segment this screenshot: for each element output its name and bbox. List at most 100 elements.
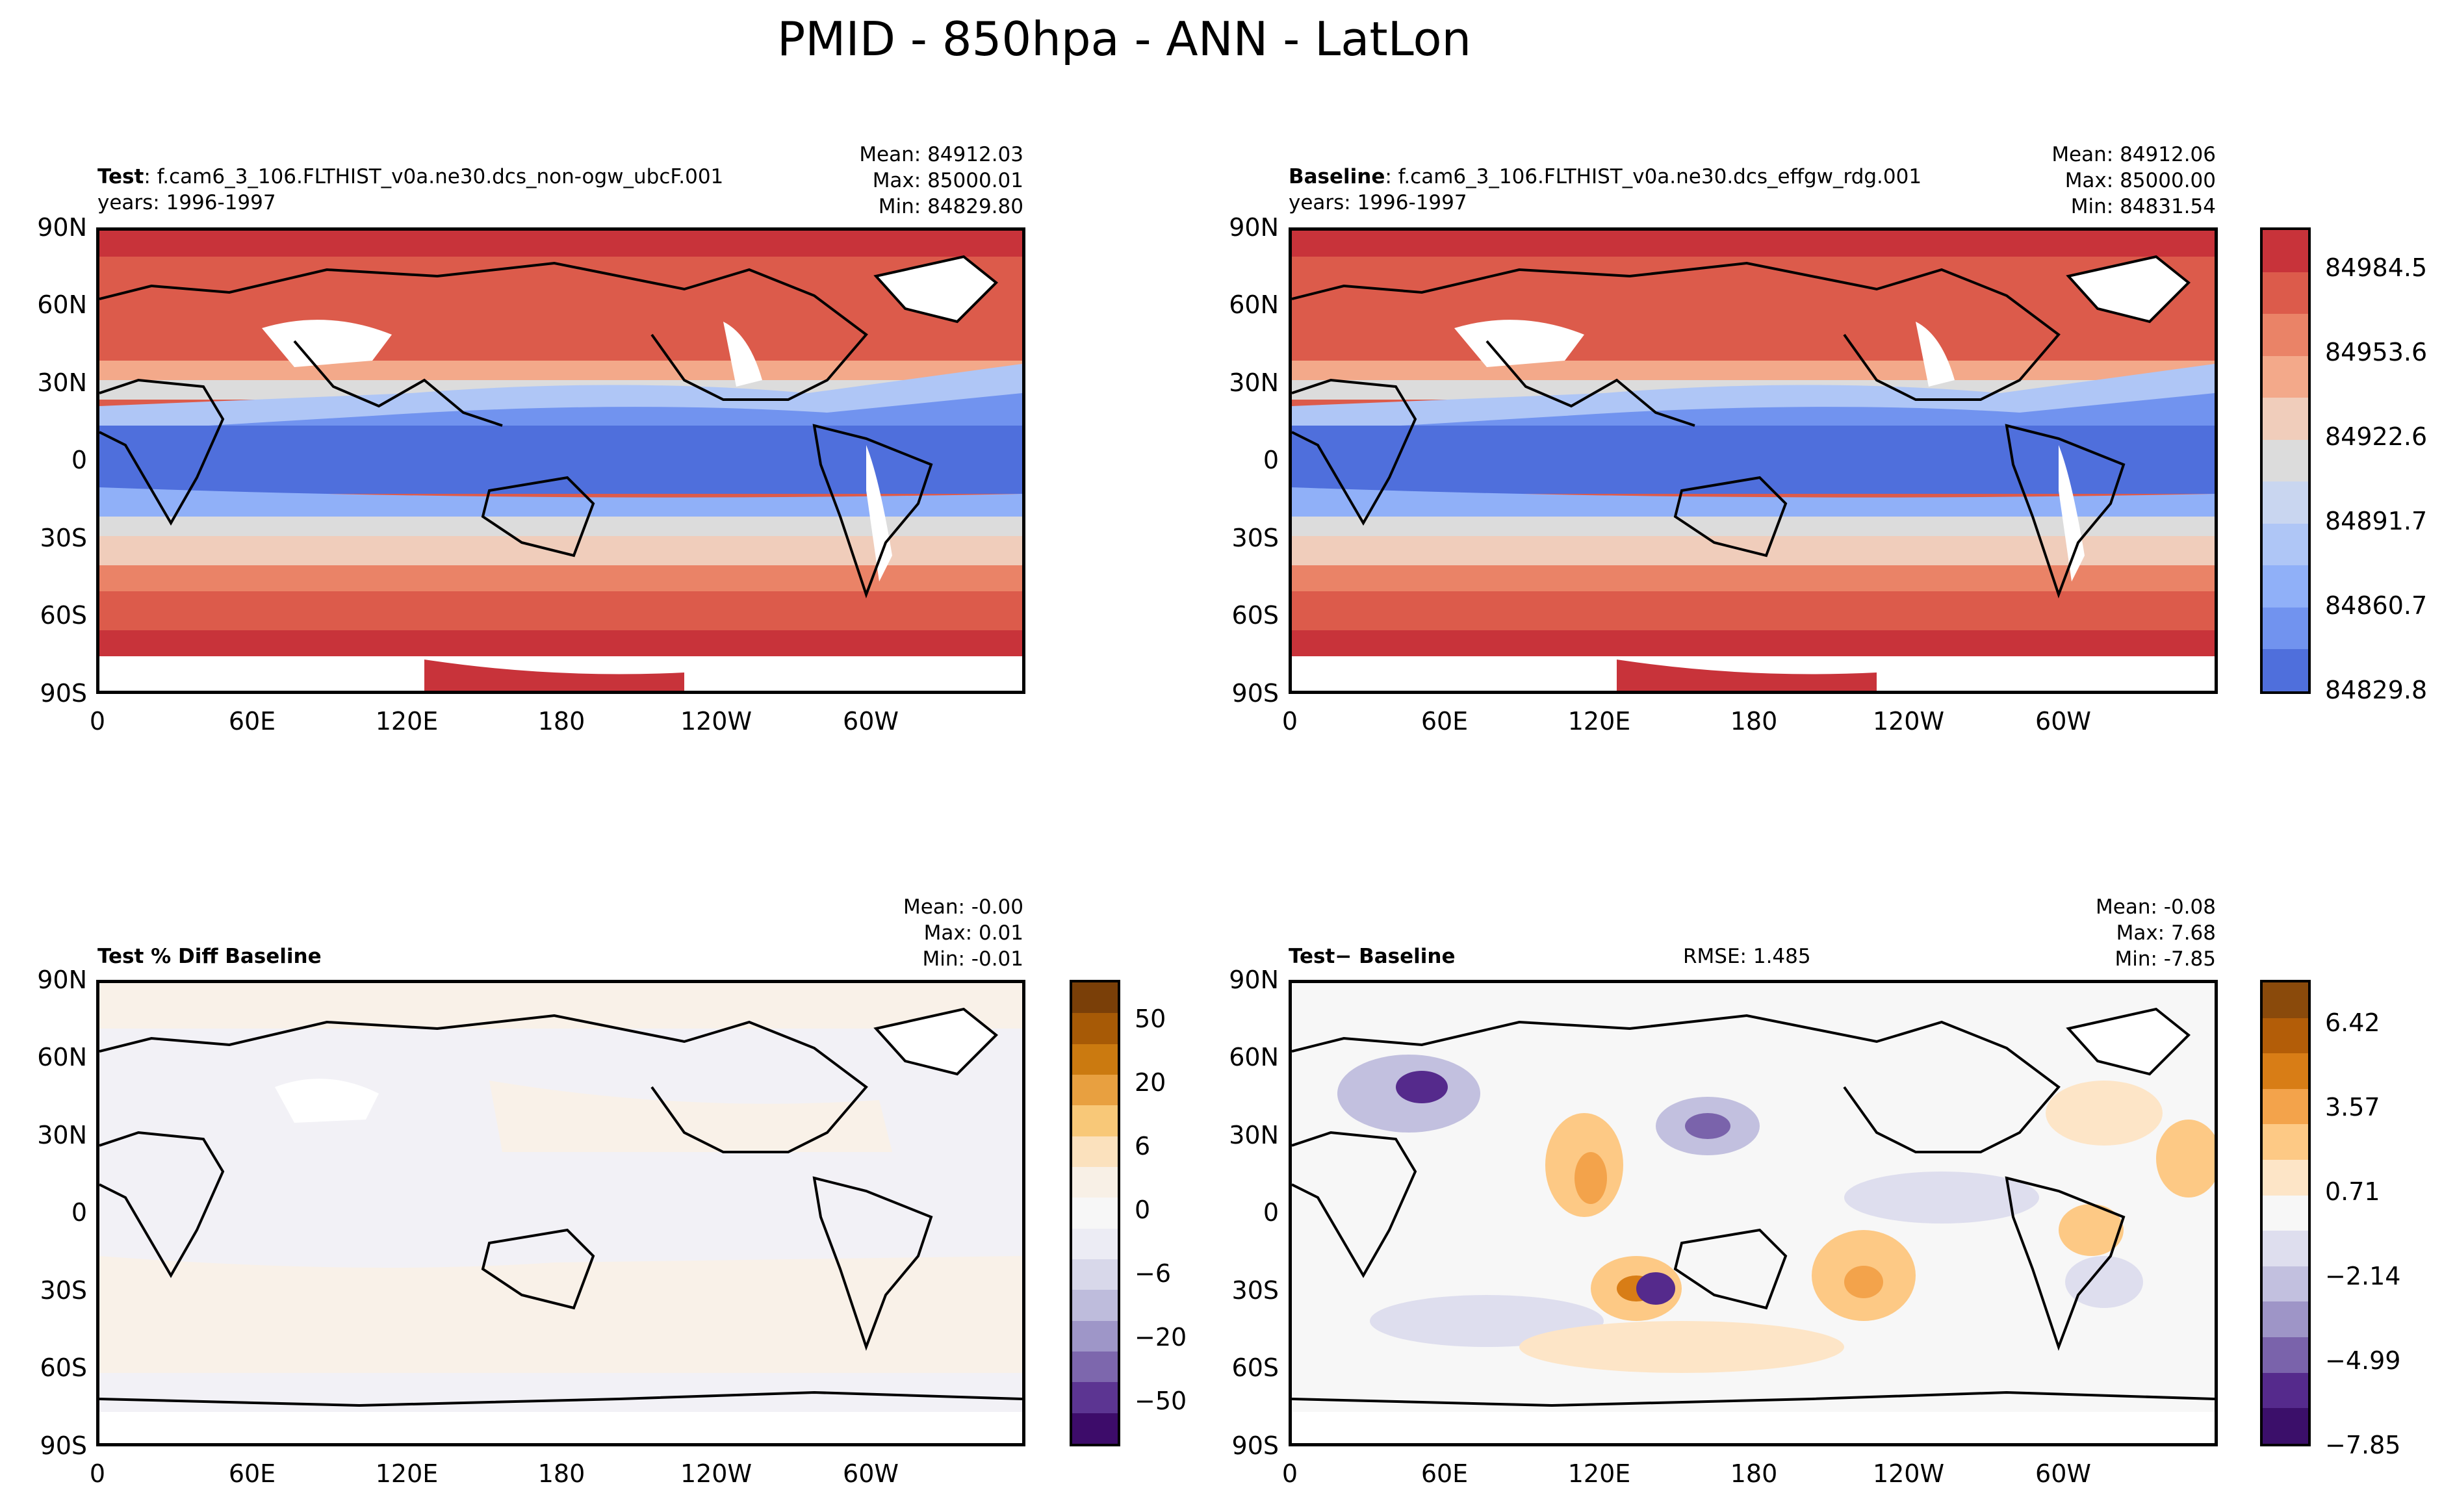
- main-colorbar-label-4: 84860.7: [2325, 591, 2428, 620]
- panel-pct-diff-xtick-1: 60E: [228, 1459, 276, 1488]
- panel-abs-diff-xtick-3: 180: [1730, 1459, 1778, 1488]
- pct-colorbar-band: [1072, 1198, 1118, 1229]
- panel-baseline-xtick-1: 60E: [1420, 707, 1469, 736]
- pct-colorbar-label-5: −20: [1135, 1323, 1187, 1352]
- diff-colorbar-label-3: −2.14: [2325, 1262, 2401, 1290]
- panel-abs-diff-mean: Mean: -0.08: [2096, 895, 2216, 919]
- main-colorbar-band: [2263, 649, 2308, 691]
- main-colorbar-band: [2263, 314, 2308, 356]
- panel-baseline-xtick-4: 120W: [1872, 707, 1945, 736]
- panel-baseline-ytick-1: 60N: [1229, 290, 1279, 319]
- panel-pct-diff-stats: Mean: -0.00 Max: 0.01 Min: -0.01: [715, 894, 1023, 972]
- panel-baseline-ytick-2: 30N: [1229, 368, 1279, 397]
- panel-pct-diff-max: Max: 0.01: [923, 921, 1023, 945]
- panel-baseline-stats: Mean: 84912.06 Max: 85000.00 Min: 84831.…: [1907, 142, 2216, 220]
- panel-abs-diff-stats: Mean: -0.08 Max: 7.68 Min: -7.85: [1907, 894, 2216, 972]
- panel-pct-diff-ytick-1: 60N: [37, 1043, 87, 1071]
- main-colorbar-band: [2263, 565, 2308, 608]
- main-colorbar-band: [2263, 398, 2308, 440]
- main-colorbar-label-1: 84953.6: [2325, 338, 2428, 366]
- panel-test-ytick-2: 30N: [37, 368, 87, 397]
- panel-baseline-xtick-3: 180: [1730, 707, 1778, 736]
- diff-colorbar-band: [2263, 1231, 2308, 1266]
- panel-abs-diff-ytick-0: 90N: [1229, 966, 1279, 994]
- panel-test-xtick-5: 60W: [843, 707, 899, 736]
- panel-test-xtick-1: 60E: [228, 707, 276, 736]
- panel-abs-diff-min: Min: -7.85: [2114, 947, 2216, 971]
- panel-test-header: Test: f.cam6_3_106.FLTHIST_v0a.ne30.dcs_…: [97, 164, 723, 216]
- pct-colorbar-band: [1072, 1044, 1118, 1075]
- panel-baseline-xtick-5: 60W: [2035, 707, 2091, 736]
- panel-test-xtick-2: 120E: [375, 707, 439, 736]
- panel-pct-diff-ytick-2: 30N: [37, 1121, 87, 1149]
- panel-abs-diff-xtick-4: 120W: [1872, 1459, 1945, 1488]
- pct-colorbar-band: [1072, 1136, 1118, 1167]
- panel-pct-diff-map: [96, 980, 1025, 1446]
- panel-test-years: years: 1996-1997: [97, 191, 276, 214]
- panel-abs-diff-max: Max: 7.68: [2116, 921, 2216, 945]
- panel-pct-diff-xtick-5: 60W: [843, 1459, 899, 1488]
- panel-abs-diff-ytick-4: 30S: [1231, 1276, 1279, 1305]
- diff-colorbar-label-0: 6.42: [2325, 1008, 2380, 1037]
- pct-colorbar-band: [1072, 1013, 1118, 1044]
- diff-colorbar-band: [2263, 1337, 2308, 1373]
- panel-abs-diff-xtick-2: 120E: [1567, 1459, 1631, 1488]
- panel-pct-diff-header: Test % Diff Baseline: [97, 943, 322, 969]
- panel-baseline-ytick-5: 60S: [1231, 601, 1279, 630]
- pct-colorbar-label-2: 6: [1135, 1132, 1151, 1160]
- pct-colorbar-band: [1072, 1382, 1118, 1413]
- panel-abs-diff-ytick-2: 30N: [1229, 1121, 1279, 1149]
- main-colorbar: [2260, 227, 2311, 694]
- panel-test-max: Max: 85000.01: [872, 169, 1023, 192]
- main-colorbar-band: [2263, 230, 2308, 272]
- diff-colorbar-band: [2263, 1372, 2308, 1409]
- figure-title: PMID - 850hpa - ANN - LatLon: [777, 12, 1472, 66]
- main-colorbar-band: [2263, 355, 2308, 398]
- panel-test-map-svg: [99, 231, 1022, 691]
- pct-colorbar-band: [1072, 1074, 1118, 1106]
- panel-abs-diff-ytick-6: 90S: [1231, 1431, 1279, 1460]
- panel-abs-diff-ytick-3: 0: [1263, 1198, 1279, 1227]
- main-colorbar-band: [2263, 439, 2308, 482]
- panel-pct-diff-xtick-4: 120W: [680, 1459, 752, 1488]
- pct-colorbar-band: [1072, 1351, 1118, 1383]
- panel-test-xtick-0: 0: [89, 707, 106, 736]
- panel-test-ytick-6: 90S: [40, 679, 87, 708]
- panel-test-map: [96, 227, 1025, 694]
- main-colorbar-label-2: 84922.6: [2325, 422, 2428, 451]
- panel-baseline-mean: Mean: 84912.06: [2051, 143, 2216, 166]
- panel-abs-diff-ytick-1: 60N: [1229, 1043, 1279, 1071]
- pct-colorbar-label-0: 50: [1135, 1005, 1166, 1033]
- pct-colorbar-label-3: 0: [1135, 1196, 1151, 1224]
- pct-colorbar-label-4: −6: [1135, 1259, 1172, 1288]
- panel-baseline-case: : f.cam6_3_106.FLTHIST_v0a.ne30.dcs_effg…: [1385, 165, 1922, 188]
- panel-test-ytick-1: 60N: [37, 290, 87, 319]
- pct-colorbar-band: [1072, 1413, 1118, 1444]
- diff-colorbar-band: [2263, 1195, 2308, 1231]
- diff-colorbar-band: [2263, 1301, 2308, 1338]
- panel-test-ytick-4: 30S: [40, 524, 87, 552]
- main-colorbar-label-5: 84829.8: [2325, 676, 2428, 704]
- main-colorbar-band: [2263, 481, 2308, 524]
- panel-abs-diff-header: Test− Baseline: [1289, 943, 1455, 969]
- panel-baseline-ytick-4: 30S: [1231, 524, 1279, 552]
- panel-baseline-ytick-0: 90N: [1229, 213, 1279, 242]
- pct-colorbar-band: [1072, 1320, 1118, 1352]
- panel-baseline-min: Min: 84831.54: [2070, 195, 2216, 218]
- panel-test-mean: Mean: 84912.03: [859, 143, 1023, 166]
- pct-colorbar-fill: [1072, 982, 1118, 1444]
- pct-colorbar-band: [1072, 1259, 1118, 1290]
- diff-colorbar-band: [2263, 982, 2308, 1018]
- panel-test-min: Min: 84829.80: [878, 195, 1023, 218]
- main-colorbar-fill: [2263, 230, 2308, 691]
- panel-test-ytick-5: 60S: [40, 601, 87, 630]
- pct-colorbar-label-6: −50: [1135, 1387, 1187, 1415]
- main-colorbar-band: [2263, 607, 2308, 650]
- diff-colorbar-band: [2263, 1408, 2308, 1444]
- panel-test-xtick-4: 120W: [680, 707, 752, 736]
- panel-abs-diff-map: [1289, 980, 2218, 1446]
- panel-test-label: Test: [97, 165, 144, 188]
- panel-test-xtick-3: 180: [537, 707, 585, 736]
- main-colorbar-label-0: 84984.5: [2325, 253, 2428, 282]
- pct-colorbar-band: [1072, 1228, 1118, 1259]
